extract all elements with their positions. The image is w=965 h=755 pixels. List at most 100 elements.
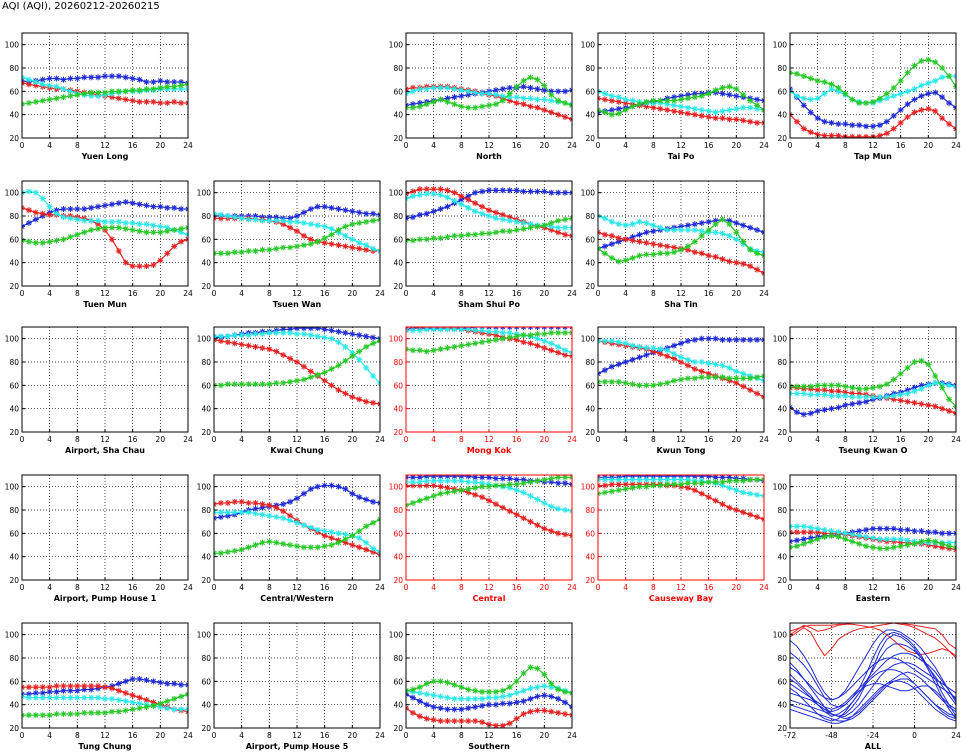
series-point-green (164, 698, 171, 705)
series-point-green (541, 222, 548, 229)
x-tick-label: 16 (704, 435, 714, 444)
series-point-cyan (307, 221, 314, 228)
series-point-blue (842, 402, 849, 409)
series-point-red (363, 546, 370, 553)
series-point-red (32, 209, 39, 216)
series-point-blue (430, 208, 437, 215)
series-point-red (705, 114, 712, 120)
series-point-blue (870, 525, 876, 532)
series-point-red (46, 684, 53, 691)
series-point-cyan (807, 391, 814, 398)
x-tick-label: 4 (239, 583, 244, 592)
series-point-green (754, 476, 761, 483)
series-point-red (911, 109, 918, 116)
x-tick-label: 8 (267, 289, 272, 298)
series-point-blue (349, 490, 356, 497)
series-point-red (608, 232, 615, 239)
series-point-red (32, 82, 39, 89)
series-point-green (252, 248, 259, 254)
series-point-red (129, 692, 136, 699)
y-tick-label: 80 (9, 358, 19, 367)
series-point-blue (800, 536, 807, 543)
series-point-red (245, 342, 252, 349)
series-point-cyan (458, 87, 465, 94)
series-point-blue (479, 475, 486, 481)
x-tick-label: 0 (912, 731, 917, 740)
series-point-cyan (217, 211, 224, 218)
series-point-cyan (252, 216, 259, 223)
y-tick-label: 60 (777, 381, 787, 390)
series-point-green (335, 227, 342, 233)
series-point-red (548, 347, 555, 354)
panel-title: North (476, 152, 502, 161)
series-point-cyan (423, 86, 430, 92)
series-point-cyan (890, 536, 897, 543)
series-point-blue (423, 701, 430, 708)
series-point-green (32, 239, 39, 246)
series-point-green (465, 486, 472, 492)
series-point-green (513, 83, 520, 90)
series-point-cyan (157, 704, 164, 710)
series-point-blue (678, 340, 684, 347)
series-point-red (273, 504, 280, 511)
series-point-green (946, 73, 953, 80)
series-point-red (506, 720, 513, 727)
series-point-red (479, 719, 486, 726)
x-tick-label: 12 (100, 583, 110, 592)
series-point-cyan (636, 476, 643, 483)
series-point-cyan (835, 88, 842, 95)
series-point-blue (671, 94, 678, 101)
series-point-green (416, 236, 423, 243)
series-point-red (555, 349, 562, 356)
series-point-green (643, 98, 650, 105)
y-tick-label: 20 (393, 282, 403, 291)
series-point-cyan (129, 220, 136, 226)
series-point-green (307, 241, 314, 247)
series-point-green (53, 711, 60, 717)
series-point-green (60, 236, 67, 243)
series-point-cyan (294, 519, 300, 526)
series-point-cyan (416, 327, 423, 334)
series-point-red (740, 117, 747, 124)
series-point-blue (506, 475, 513, 482)
series-point-green (171, 83, 178, 90)
series-point-green (150, 702, 157, 709)
series-point-red (615, 98, 622, 105)
series-point-green (821, 382, 828, 389)
series-point-red (300, 363, 307, 370)
x-tick-label: 16 (320, 583, 330, 592)
series-point-cyan (266, 329, 273, 336)
series-point-cyan (527, 221, 534, 228)
series-point-cyan (238, 215, 245, 222)
series-point-red (719, 501, 726, 508)
series-point-cyan (342, 343, 349, 350)
y-tick-label: 40 (9, 259, 19, 268)
panel-title: Mong Kok (467, 446, 512, 455)
series-point-blue (705, 475, 712, 480)
x-tick-label: 8 (75, 583, 80, 592)
series-point-red (800, 529, 807, 536)
series-point-cyan (712, 361, 719, 368)
series-point-red (828, 388, 835, 395)
series-point-red (754, 390, 761, 397)
series-point-green (555, 97, 562, 104)
series-point-cyan (370, 245, 377, 252)
y-tick-label: 100 (773, 483, 788, 492)
series-point-cyan (266, 512, 273, 519)
series-line-blue-11 (790, 680, 956, 724)
series-point-green (712, 221, 719, 228)
page-title: AQI (AQI), 20260212-20260215 (2, 1, 160, 12)
series-point-red (437, 483, 444, 490)
series-point-cyan (876, 536, 883, 543)
series-point-cyan (39, 81, 46, 88)
series-point-green (911, 540, 918, 547)
x-tick-label: 0 (596, 583, 601, 592)
panel-title: Tap Mun (854, 152, 892, 161)
series-point-red (691, 111, 698, 118)
series-point-blue (499, 86, 506, 92)
series-point-green (534, 665, 541, 672)
series-point-cyan (224, 333, 231, 340)
y-tick-label: 100 (389, 189, 404, 198)
series-point-green (870, 98, 876, 105)
